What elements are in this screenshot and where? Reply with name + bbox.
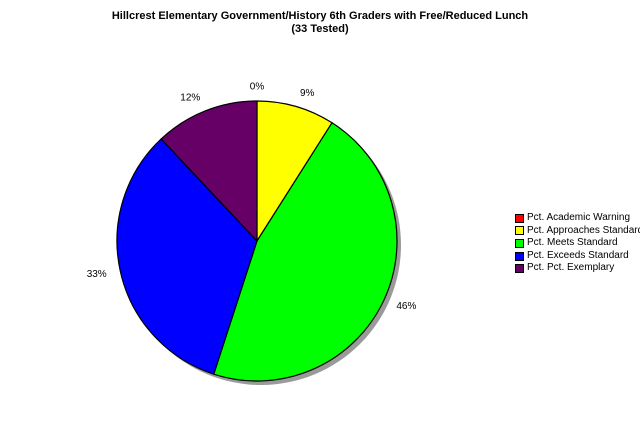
legend-swatch [515, 251, 524, 261]
pie-slice-pct-pct-exemplary [160, 100, 258, 242]
chart-legend: Pct. Academic Warning Pct. Approaches Sta… [515, 212, 640, 275]
slice-label-pct-meets-standard: 46% [396, 301, 416, 312]
chart-subtitle: (33 Tested) [291, 23, 349, 35]
pie-slice-pct-exceeds-standard [116, 138, 258, 375]
pie-slices [116, 100, 398, 382]
legend-label: Pct. Approaches Standard [527, 224, 640, 236]
legend-swatch [515, 213, 524, 223]
legend-item-pct-meets-standard: Pct. Meets Standard [515, 237, 640, 250]
legend-item-pct-academic-warning: Pct. Academic Warning [515, 212, 640, 225]
legend-label: Pct. Exceeds Standard [527, 249, 629, 261]
legend-swatch [515, 238, 524, 248]
legend-item-pct-approaches-standard: Pct. Approaches Standard [515, 225, 640, 238]
chart-title-block: Hillcrest Elementary Government/History … [0, 10, 640, 36]
pie-slice-pct-meets-standard [213, 122, 398, 382]
slice-label-pct-approaches-standard: 9% [300, 88, 315, 99]
legend-label: Pct. Pct. Exemplary [527, 262, 615, 274]
legend-label: Pct. Meets Standard [527, 237, 618, 249]
legend-item-pct-exceeds-standard: Pct. Exceeds Standard [515, 250, 640, 263]
slice-label-pct-exceeds-standard: 33% [87, 269, 107, 280]
legend-swatch [515, 264, 524, 274]
slice-label-pct-academic-warning: 0% [250, 82, 265, 93]
pie-labels: 0% 9% 46% 33% 12% [87, 82, 417, 313]
legend-swatch [515, 226, 524, 236]
legend-item-pct-pct-exemplary: Pct. Pct. Exemplary [515, 262, 640, 275]
legend-label: Pct. Academic Warning [527, 212, 631, 223]
chart-title: Hillcrest Elementary Government/History … [111, 10, 529, 22]
pie-slice-pct-approaches-standard [256, 100, 333, 242]
slice-label-pct-pct-exemplary: 12% [180, 92, 200, 103]
